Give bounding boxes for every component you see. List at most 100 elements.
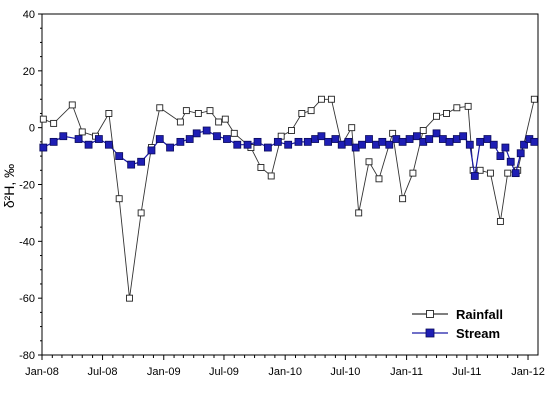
stream-point: [166, 143, 174, 152]
stream-point: [405, 135, 414, 143]
stream-point: [294, 137, 303, 146]
rainfall-point: [348, 124, 356, 132]
stream-point: [496, 152, 505, 160]
x-tick-label: Jul-11: [452, 366, 481, 378]
rainfall-point: [230, 129, 238, 137]
stream-point: [358, 140, 366, 149]
stream-point: [176, 137, 185, 146]
y-tick-label: 20: [23, 66, 35, 78]
stream-point: [185, 135, 194, 143]
stream-point: [511, 169, 520, 178]
x-tick-label: Jan-08: [25, 366, 59, 378]
x-tick-label: Jan-12: [511, 366, 545, 378]
y-axis-ticks: 40 20 0 -20 -40 -60 -80: [19, 9, 42, 362]
x-tick-label: Jul-08: [88, 366, 118, 378]
stream-point: [223, 135, 231, 143]
y-axis-title: δ²H, ‰: [1, 164, 17, 208]
stream-point: [243, 140, 252, 149]
stream-point: [365, 135, 373, 143]
series-layer: [39, 95, 539, 302]
stream-point: [233, 140, 242, 149]
x-tick-label: Jul-09: [209, 366, 239, 378]
rainfall-point: [355, 209, 363, 217]
stream-point: [39, 143, 48, 152]
rainfall-point: [433, 112, 440, 120]
rainfall-point: [419, 127, 427, 134]
rainfall-point: [215, 118, 223, 126]
stream-point: [202, 126, 211, 135]
stream-point: [331, 135, 340, 143]
stream-point: [115, 152, 124, 160]
stream-point: [303, 137, 312, 146]
stream-point: [84, 140, 93, 149]
rainfall-point: [126, 294, 133, 302]
stream-point: [520, 140, 528, 149]
rainfall-point: [176, 118, 184, 126]
rainfall-point: [496, 217, 504, 225]
rainfall-point: [156, 104, 164, 112]
stream-point: [317, 132, 326, 141]
stream-point: [155, 135, 164, 143]
stream-point: [465, 140, 474, 149]
stream-point: [337, 140, 346, 149]
rainfall-point: [375, 175, 383, 183]
stream-point: [137, 157, 146, 166]
stream-point: [413, 132, 421, 141]
stream-point: [476, 137, 485, 146]
stream-point: [59, 132, 68, 141]
stream-point: [344, 137, 353, 146]
rainfall-point: [298, 110, 306, 117]
legend: Rainfall Stream: [412, 307, 503, 341]
plot-frame: [41, 13, 539, 356]
stream-point: [273, 137, 282, 146]
rainfall-point: [194, 110, 202, 117]
rainfall-point: [68, 101, 76, 109]
stream-point: [263, 143, 272, 152]
y-tick-label: -40: [19, 236, 35, 248]
rainfall-point: [182, 107, 190, 115]
rainfall-point: [267, 172, 275, 180]
stream-point: [506, 157, 515, 166]
stream-point: [432, 129, 441, 138]
rainfall-point: [257, 163, 265, 171]
stream-point: [378, 137, 387, 146]
rainfall-point: [105, 110, 113, 117]
stream-point: [489, 140, 498, 149]
stream-point: [501, 143, 510, 152]
x-tick-label: Jul-10: [330, 366, 360, 378]
rainfall-point: [206, 107, 214, 115]
rainfall-point: [453, 104, 461, 112]
rainfall-point: [317, 95, 325, 103]
stream-point: [147, 146, 156, 155]
stream-point: [104, 140, 113, 149]
legend-rainfall-marker: [426, 310, 434, 318]
rainfall-point: [39, 115, 47, 123]
rainfall-point: [50, 119, 58, 127]
stream-point: [213, 132, 221, 141]
x-axis-ticks: Jan-08 Jul-08 Jan-09 Jul-09 Jan-10 Jul-10 Jan-…: [25, 355, 545, 378]
rainfall-point: [307, 107, 315, 115]
stream-point: [516, 149, 525, 158]
rainfall-point: [365, 158, 373, 166]
rainfall-point: [327, 95, 335, 103]
y-tick-label: 40: [23, 9, 35, 21]
rainfall-point: [221, 115, 229, 123]
stream-point: [385, 140, 394, 149]
stream-point: [398, 137, 407, 146]
rainfall-point: [443, 110, 450, 117]
x-tick-label: Jan-09: [147, 366, 181, 378]
stream-point: [49, 137, 58, 146]
rainfall-point: [486, 169, 494, 177]
stream-point: [438, 135, 447, 143]
x-tick-label: Jan-11: [390, 366, 423, 378]
rainfall-point: [115, 195, 123, 203]
rainfall-point: [399, 195, 407, 203]
y-tick-label: 0: [29, 123, 35, 135]
rainfall-point: [288, 127, 295, 134]
y-tick-label: -20: [19, 180, 35, 192]
stream-point: [253, 137, 262, 146]
rainfall-point: [464, 102, 472, 110]
stream-point: [445, 137, 454, 146]
x-tick-label: Jan-10: [268, 366, 302, 378]
